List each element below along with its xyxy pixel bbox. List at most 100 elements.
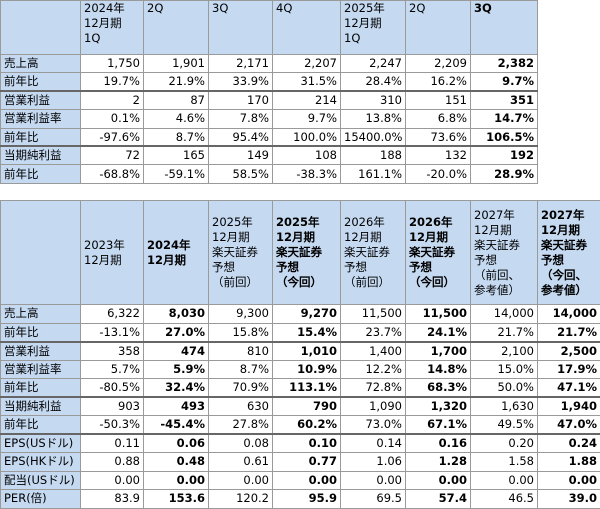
header-cell: 2027年 12月期 楽天証券 予想 （今回、 参考値） bbox=[537, 200, 600, 305]
value-cell: 28.4% bbox=[340, 72, 406, 92]
data-row: 前年比 19.7% 21.9% 33.9% 31.5% 28.4% 16.2% 9.7% bbox=[0, 72, 538, 92]
header-cell: 2024年 12月期 bbox=[143, 200, 209, 305]
header-line: 予想 bbox=[409, 260, 432, 274]
value-cell: 0.00 bbox=[405, 470, 471, 490]
header-line: （前回） bbox=[344, 275, 390, 289]
header-line: （前回、 bbox=[474, 267, 520, 282]
value-cell: 7.8% bbox=[208, 109, 273, 129]
row-label: 前年比 bbox=[0, 378, 81, 398]
value-cell: 192 bbox=[470, 145, 538, 166]
value-cell: 1.06 bbox=[340, 452, 406, 472]
header-line: 2027年 bbox=[474, 207, 515, 222]
header-line: 12月期 bbox=[84, 16, 122, 30]
value-cell: 60.2% bbox=[272, 415, 341, 435]
data-row: 前年比 -97.6% 8.7% 95.4% 100.0% 15400.0% 73.6% 106… bbox=[0, 127, 538, 147]
header-line: （今回、 bbox=[541, 267, 587, 282]
value-cell: 113.1% bbox=[272, 378, 341, 398]
data-row: 営業利益率 5.7% 5.9% 8.7% 10.9% 12.2% 14.8% 15.0% 17.… bbox=[0, 359, 600, 379]
row-label: 当期純利益 bbox=[0, 145, 81, 166]
value-cell: 5.7% bbox=[80, 359, 144, 379]
row-label: 売上高 bbox=[0, 53, 81, 74]
header-cell: 2Q bbox=[143, 0, 209, 55]
value-cell: 0.16 bbox=[405, 433, 471, 453]
value-cell: -59.1% bbox=[143, 164, 209, 184]
header-row: 2023年 12月期 2024年 12月期 2025年 12月期 楽天証券 予想 （前回） 202… bbox=[0, 200, 600, 305]
value-cell: 1,901 bbox=[143, 53, 209, 74]
header-line: 12月期 bbox=[474, 222, 512, 237]
value-cell: 57.4 bbox=[405, 489, 471, 509]
data-row: 売上高 6,322 8,030 9,300 9,270 11,500 11,500 14,00… bbox=[0, 304, 600, 324]
value-cell: 15.0% bbox=[470, 359, 538, 379]
value-cell: -80.5% bbox=[80, 378, 144, 398]
value-cell: 0.00 bbox=[208, 470, 273, 490]
value-cell: 5.9% bbox=[143, 359, 209, 379]
value-cell: 73.6% bbox=[405, 127, 471, 147]
value-cell: 0.1% bbox=[80, 109, 144, 129]
header-line: 参考値） bbox=[541, 282, 587, 297]
value-cell: 474 bbox=[143, 340, 209, 361]
row-label: 当期純利益 bbox=[0, 396, 81, 416]
header-line: 楽天証券 bbox=[344, 245, 390, 259]
value-cell: 120.2 bbox=[208, 489, 273, 509]
data-row: PER(倍) 83.9 153.6 120.2 95.9 69.5 57.4 46.5 39.0 bbox=[0, 489, 600, 509]
value-cell: 2 bbox=[80, 90, 144, 111]
header-line: 楽天証券 bbox=[541, 237, 587, 252]
value-cell: 0.10 bbox=[272, 433, 341, 453]
row-label: 営業利益 bbox=[0, 90, 81, 111]
value-cell: 1,090 bbox=[340, 396, 406, 416]
header-line: 2026年 bbox=[344, 215, 385, 229]
value-cell: 0.00 bbox=[340, 470, 406, 490]
header-line: 2Q bbox=[147, 1, 164, 16]
value-cell: -50.3% bbox=[80, 415, 144, 435]
header-line: 楽天証券 bbox=[276, 245, 322, 259]
value-cell: 39.0 bbox=[537, 489, 600, 509]
header-cell: 2027年 12月期 楽天証券 予想 （前回、 参考値） bbox=[470, 200, 538, 305]
header-cell: 3Q bbox=[470, 0, 538, 55]
value-cell: 1,010 bbox=[272, 340, 341, 361]
value-cell: 214 bbox=[272, 90, 341, 111]
value-cell: 0.48 bbox=[143, 452, 209, 472]
value-cell: -13.1% bbox=[80, 322, 144, 342]
header-line: 2023年 bbox=[84, 237, 125, 252]
header-row: 2024年 12月期 1Q 2Q 3Q 4Q 2025年 12月期 1Q 2Q 3Q bbox=[0, 0, 538, 55]
value-cell: 2,500 bbox=[537, 340, 600, 361]
value-cell: 50.0% bbox=[470, 378, 538, 398]
value-cell: 16.2% bbox=[405, 72, 471, 92]
data-row: 前年比 -13.1% 27.0% 15.8% 15.4% 23.7% 24.1% 21.7% 2… bbox=[0, 322, 600, 342]
value-cell: 0.00 bbox=[537, 470, 600, 490]
header-line: 12月期 bbox=[344, 16, 382, 30]
header-cell: 3Q bbox=[208, 0, 273, 55]
header-line: 12月期 bbox=[276, 230, 316, 244]
value-cell: 0.00 bbox=[143, 470, 209, 490]
value-cell: 100.0% bbox=[272, 127, 341, 147]
value-cell: 19.7% bbox=[80, 72, 144, 92]
value-cell: 72 bbox=[80, 145, 144, 166]
header-cell: 2026年 12月期 楽天証券 予想 （今回） bbox=[405, 200, 471, 305]
value-cell: 23.7% bbox=[340, 322, 406, 342]
value-cell: -38.3% bbox=[272, 164, 341, 184]
header-cell: 2024年 12月期 1Q bbox=[80, 0, 144, 55]
value-cell: 0.24 bbox=[537, 433, 600, 453]
value-cell: -68.8% bbox=[80, 164, 144, 184]
value-cell: 14.8% bbox=[405, 359, 471, 379]
header-line: 1Q bbox=[344, 31, 361, 45]
value-cell: 170 bbox=[208, 90, 273, 111]
value-cell: 2,209 bbox=[405, 53, 471, 74]
value-cell: 21.9% bbox=[143, 72, 209, 92]
value-cell: 14,000 bbox=[470, 304, 538, 324]
header-cell: 4Q bbox=[272, 0, 341, 55]
value-cell: 153.6 bbox=[143, 489, 209, 509]
value-cell: 47.1% bbox=[537, 378, 600, 398]
data-row: 営業利益率 0.1% 4.6% 7.8% 9.7% 13.8% 6.8% 14.7% bbox=[0, 109, 538, 129]
header-cell: 2Q bbox=[405, 0, 471, 55]
header-cell: 2025年 12月期 1Q bbox=[340, 0, 406, 55]
value-cell: 6.8% bbox=[405, 109, 471, 129]
row-label: EPS(USドル) bbox=[0, 433, 81, 453]
value-cell: 1,940 bbox=[537, 396, 600, 416]
value-cell: 0.14 bbox=[340, 433, 406, 453]
corner-cell bbox=[0, 0, 81, 55]
value-cell: 0.06 bbox=[143, 433, 209, 453]
row-label: 営業利益 bbox=[0, 340, 81, 361]
quarterly-table: 2024年 12月期 1Q 2Q 3Q 4Q 2025年 12月期 1Q 2Q 3Q 売上高 1,750… bbox=[0, 0, 538, 184]
value-cell: 2,171 bbox=[208, 53, 273, 74]
